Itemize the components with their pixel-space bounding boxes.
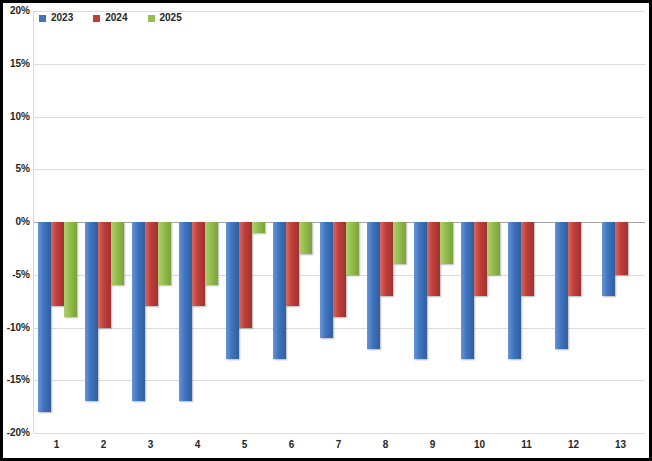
x-axis-labels: 12345678910111213 xyxy=(33,440,644,450)
category-slot-1 xyxy=(34,11,81,433)
bar-2025-cat-1 xyxy=(64,222,77,317)
bar-2024-cat-2 xyxy=(98,222,111,328)
x-tick-label-7: 7 xyxy=(315,440,362,450)
x-tick-label-1: 1 xyxy=(33,440,80,450)
bar-2023-cat-4 xyxy=(179,222,192,401)
x-tick-label-13: 13 xyxy=(597,440,644,450)
category-slot-8 xyxy=(363,11,410,433)
bar-2023-cat-6 xyxy=(273,222,286,359)
legend: 2023 2024 2025 xyxy=(39,13,182,23)
x-tick-label-11: 11 xyxy=(503,440,550,450)
x-tick-label-10: 10 xyxy=(456,440,503,450)
y-tick-label: 15% xyxy=(2,59,31,69)
legend-swatch-icon xyxy=(39,15,46,22)
bar-2023-cat-3 xyxy=(132,222,145,401)
category-slot-6 xyxy=(269,11,316,433)
legend-label: 2024 xyxy=(105,13,127,23)
bar-2025-cat-9 xyxy=(440,222,453,264)
bar-2023-cat-12 xyxy=(555,222,568,349)
y-tick-label: 20% xyxy=(2,6,31,16)
y-tick-label: -5% xyxy=(2,270,31,280)
bar-2023-cat-11 xyxy=(508,222,521,359)
bar-2024-cat-9 xyxy=(427,222,440,296)
bar-2023-cat-9 xyxy=(414,222,427,359)
legend-label: 2023 xyxy=(51,13,73,23)
legend-item-2025: 2025 xyxy=(148,13,182,23)
x-tick-label-12: 12 xyxy=(550,440,597,450)
bar-2023-cat-10 xyxy=(461,222,474,359)
category-slot-9 xyxy=(410,11,457,433)
x-tick-label-6: 6 xyxy=(268,440,315,450)
category-slot-12 xyxy=(551,11,598,433)
category-slot-7 xyxy=(316,11,363,433)
category-slot-13 xyxy=(598,11,645,433)
y-tick-label: -10% xyxy=(2,323,31,333)
y-tick-label: 10% xyxy=(2,112,31,122)
bar-2023-cat-13 xyxy=(602,222,615,296)
bar-2025-cat-10 xyxy=(487,222,500,275)
bar-2023-cat-5 xyxy=(226,222,239,359)
bar-2024-cat-11 xyxy=(521,222,534,296)
bar-2025-cat-7 xyxy=(346,222,359,275)
bar-2025-cat-3 xyxy=(158,222,171,285)
bar-2024-cat-12 xyxy=(568,222,581,296)
legend-item-2024: 2024 xyxy=(93,13,127,23)
category-slot-5 xyxy=(222,11,269,433)
bar-2024-cat-7 xyxy=(333,222,346,317)
x-tick-label-9: 9 xyxy=(409,440,456,450)
y-tick-label: -20% xyxy=(2,428,31,438)
y-tick-label: -15% xyxy=(2,375,31,385)
legend-swatch-icon xyxy=(148,15,155,22)
bar-2025-cat-6 xyxy=(299,222,312,254)
category-slot-10 xyxy=(457,11,504,433)
bar-2025-cat-2 xyxy=(111,222,124,285)
category-slot-4 xyxy=(175,11,222,433)
bar-2023-cat-2 xyxy=(85,222,98,401)
bar-2024-cat-8 xyxy=(380,222,393,296)
bar-2025-cat-5 xyxy=(252,222,265,233)
bar-2024-cat-3 xyxy=(145,222,158,306)
chart-window: 20%15%10%5%0%-5%-10%-15%-20% 20232024202… xyxy=(0,0,652,461)
y-axis-labels: 20%15%10%5%0%-5%-10%-15%-20% xyxy=(3,11,31,433)
category-slot-11 xyxy=(504,11,551,433)
bar-2024-cat-6 xyxy=(286,222,299,306)
category-slot-3 xyxy=(128,11,175,433)
legend-label: 2025 xyxy=(160,13,182,23)
bar-2025-cat-4 xyxy=(205,222,218,285)
bar-2024-cat-4 xyxy=(192,222,205,306)
gridline xyxy=(34,433,645,434)
x-tick-label-4: 4 xyxy=(174,440,221,450)
y-tick-label: 5% xyxy=(2,164,31,174)
bar-2024-cat-1 xyxy=(51,222,64,306)
x-tick-label-3: 3 xyxy=(127,440,174,450)
bar-2024-cat-13 xyxy=(615,222,628,275)
x-tick-label-8: 8 xyxy=(362,440,409,450)
plot-area: 2023 2024 2025 xyxy=(33,11,645,433)
y-tick-label: 0% xyxy=(2,217,31,227)
bar-2023-cat-1 xyxy=(38,222,51,412)
category-slot-2 xyxy=(81,11,128,433)
bar-2023-cat-8 xyxy=(367,222,380,349)
bar-2025-cat-8 xyxy=(393,222,406,264)
legend-item-2023: 2023 xyxy=(39,13,73,23)
legend-swatch-icon xyxy=(93,15,100,22)
bar-2024-cat-5 xyxy=(239,222,252,328)
bar-2024-cat-10 xyxy=(474,222,487,296)
x-tick-label-2: 2 xyxy=(80,440,127,450)
x-tick-label-5: 5 xyxy=(221,440,268,450)
bar-series-container xyxy=(34,11,645,433)
bar-2023-cat-7 xyxy=(320,222,333,338)
